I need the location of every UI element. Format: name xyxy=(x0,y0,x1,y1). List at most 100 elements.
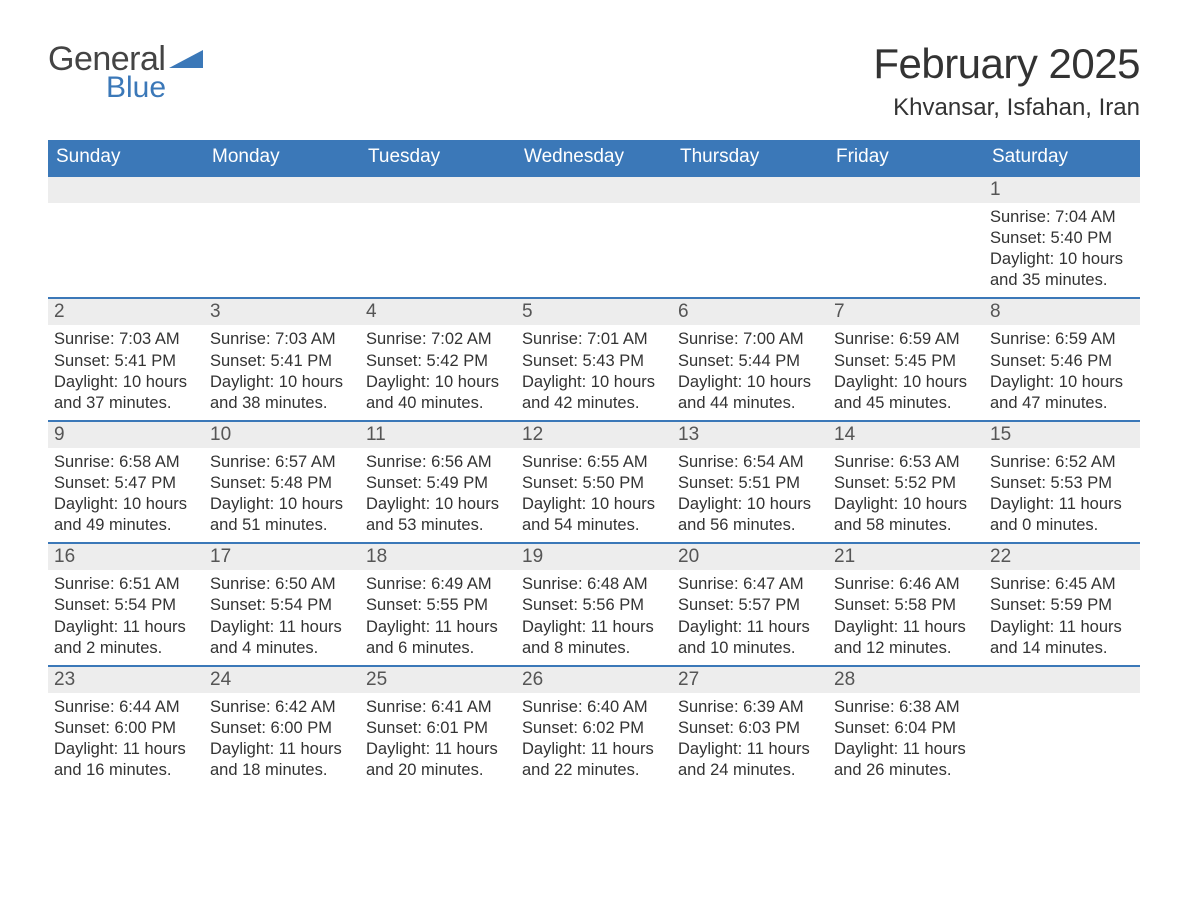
sunrise-value: 6:57 AM xyxy=(275,453,336,471)
sunset-label: Sunset: xyxy=(834,596,895,614)
daylight-label: Daylight: xyxy=(834,373,903,391)
sunset-value: 5:56 PM xyxy=(583,596,644,614)
day-cell: 15Sunrise: 6:52 AMSunset: 5:53 PMDayligh… xyxy=(984,422,1140,542)
sunset-label: Sunset: xyxy=(990,229,1051,247)
sunset-line: Sunset: 5:43 PM xyxy=(522,351,666,372)
daylight-label: Daylight: xyxy=(54,740,123,758)
day-number: 28 xyxy=(828,667,984,693)
dow-cell: Wednesday xyxy=(516,140,672,175)
sunrise-line: Sunrise: 7:02 AM xyxy=(366,329,510,350)
daylight-label: Daylight: xyxy=(678,740,747,758)
day-number: 21 xyxy=(828,544,984,570)
sunset-line: Sunset: 5:57 PM xyxy=(678,595,822,616)
sunset-line: Sunset: 5:56 PM xyxy=(522,595,666,616)
sunrise-label: Sunrise: xyxy=(990,575,1055,593)
daylight-line: Daylight: 10 hours and 49 minutes. xyxy=(54,494,198,536)
daylight-label: Daylight: xyxy=(366,618,435,636)
day-body: Sunrise: 6:59 AMSunset: 5:45 PMDaylight:… xyxy=(828,325,984,419)
day-number: 24 xyxy=(204,667,360,693)
sunset-label: Sunset: xyxy=(366,719,427,737)
sunset-line: Sunset: 6:00 PM xyxy=(210,718,354,739)
sunrise-line: Sunrise: 6:52 AM xyxy=(990,452,1134,473)
sunrise-line: Sunrise: 7:00 AM xyxy=(678,329,822,350)
daylight-label: Daylight: xyxy=(366,495,435,513)
sunset-label: Sunset: xyxy=(54,719,115,737)
daylight-label: Daylight: xyxy=(54,495,123,513)
day-number: 20 xyxy=(672,544,828,570)
day-cell: 6Sunrise: 7:00 AMSunset: 5:44 PMDaylight… xyxy=(672,299,828,419)
day-number: 18 xyxy=(360,544,516,570)
day-body: Sunrise: 6:51 AMSunset: 5:54 PMDaylight:… xyxy=(48,570,204,664)
day-body: Sunrise: 6:54 AMSunset: 5:51 PMDaylight:… xyxy=(672,448,828,542)
day-body xyxy=(48,203,204,213)
sunrise-label: Sunrise: xyxy=(210,698,275,716)
day-cell: 19Sunrise: 6:48 AMSunset: 5:56 PMDayligh… xyxy=(516,544,672,664)
sunset-value: 5:52 PM xyxy=(895,474,956,492)
sunset-value: 5:54 PM xyxy=(115,596,176,614)
sunrise-line: Sunrise: 7:01 AM xyxy=(522,329,666,350)
sunset-label: Sunset: xyxy=(522,474,583,492)
sunset-line: Sunset: 5:58 PM xyxy=(834,595,978,616)
sunrise-line: Sunrise: 7:04 AM xyxy=(990,207,1134,228)
sunset-line: Sunset: 5:59 PM xyxy=(990,595,1134,616)
day-body: Sunrise: 7:03 AMSunset: 5:41 PMDaylight:… xyxy=(204,325,360,419)
sunrise-value: 6:39 AM xyxy=(743,698,804,716)
day-cell: 10Sunrise: 6:57 AMSunset: 5:48 PMDayligh… xyxy=(204,422,360,542)
sunset-value: 5:58 PM xyxy=(895,596,956,614)
daylight-line: Daylight: 11 hours and 24 minutes. xyxy=(678,739,822,781)
day-cell: 5Sunrise: 7:01 AMSunset: 5:43 PMDaylight… xyxy=(516,299,672,419)
sunset-label: Sunset: xyxy=(210,352,271,370)
day-number: 9 xyxy=(48,422,204,448)
day-cell: 16Sunrise: 6:51 AMSunset: 5:54 PMDayligh… xyxy=(48,544,204,664)
sunrise-line: Sunrise: 6:46 AM xyxy=(834,574,978,595)
day-number: 6 xyxy=(672,299,828,325)
sunset-value: 5:40 PM xyxy=(1051,229,1112,247)
sunrise-line: Sunrise: 7:03 AM xyxy=(54,329,198,350)
day-number: 27 xyxy=(672,667,828,693)
sunrise-line: Sunrise: 6:41 AM xyxy=(366,697,510,718)
day-body: Sunrise: 6:45 AMSunset: 5:59 PMDaylight:… xyxy=(984,570,1140,664)
sunset-label: Sunset: xyxy=(834,352,895,370)
sunset-label: Sunset: xyxy=(990,596,1051,614)
daylight-line: Daylight: 10 hours and 45 minutes. xyxy=(834,372,978,414)
day-body: Sunrise: 6:46 AMSunset: 5:58 PMDaylight:… xyxy=(828,570,984,664)
day-cell: 8Sunrise: 6:59 AMSunset: 5:46 PMDaylight… xyxy=(984,299,1140,419)
sunset-label: Sunset: xyxy=(990,352,1051,370)
calendar-week: 2Sunrise: 7:03 AMSunset: 5:41 PMDaylight… xyxy=(48,297,1140,419)
sunrise-value: 7:02 AM xyxy=(431,330,492,348)
day-number xyxy=(828,177,984,203)
sunset-label: Sunset: xyxy=(678,596,739,614)
sunset-label: Sunset: xyxy=(366,352,427,370)
daylight-line: Daylight: 10 hours and 42 minutes. xyxy=(522,372,666,414)
sunrise-line: Sunrise: 6:54 AM xyxy=(678,452,822,473)
sunrise-line: Sunrise: 6:47 AM xyxy=(678,574,822,595)
sunrise-value: 7:03 AM xyxy=(119,330,180,348)
calendar-week: 23Sunrise: 6:44 AMSunset: 6:00 PMDayligh… xyxy=(48,665,1140,787)
sunrise-value: 6:58 AM xyxy=(119,453,180,471)
day-cell: 20Sunrise: 6:47 AMSunset: 5:57 PMDayligh… xyxy=(672,544,828,664)
daylight-line: Daylight: 11 hours and 0 minutes. xyxy=(990,494,1134,536)
day-number xyxy=(48,177,204,203)
day-number: 8 xyxy=(984,299,1140,325)
sunset-line: Sunset: 6:02 PM xyxy=(522,718,666,739)
sunrise-label: Sunrise: xyxy=(366,330,431,348)
daylight-line: Daylight: 11 hours and 26 minutes. xyxy=(834,739,978,781)
day-body: Sunrise: 6:57 AMSunset: 5:48 PMDaylight:… xyxy=(204,448,360,542)
sunset-label: Sunset: xyxy=(54,474,115,492)
sunset-value: 6:01 PM xyxy=(427,719,488,737)
day-number: 16 xyxy=(48,544,204,570)
sunset-line: Sunset: 5:42 PM xyxy=(366,351,510,372)
daylight-label: Daylight: xyxy=(54,618,123,636)
daylight-line: Daylight: 11 hours and 18 minutes. xyxy=(210,739,354,781)
sunset-label: Sunset: xyxy=(678,474,739,492)
sunset-label: Sunset: xyxy=(210,596,271,614)
day-number: 22 xyxy=(984,544,1140,570)
dow-cell: Monday xyxy=(204,140,360,175)
dow-cell: Friday xyxy=(828,140,984,175)
sunrise-line: Sunrise: 7:03 AM xyxy=(210,329,354,350)
month-title: February 2025 xyxy=(873,40,1140,88)
dow-cell: Thursday xyxy=(672,140,828,175)
sunrise-label: Sunrise: xyxy=(366,698,431,716)
sunrise-value: 6:56 AM xyxy=(431,453,492,471)
day-cell: 18Sunrise: 6:49 AMSunset: 5:55 PMDayligh… xyxy=(360,544,516,664)
